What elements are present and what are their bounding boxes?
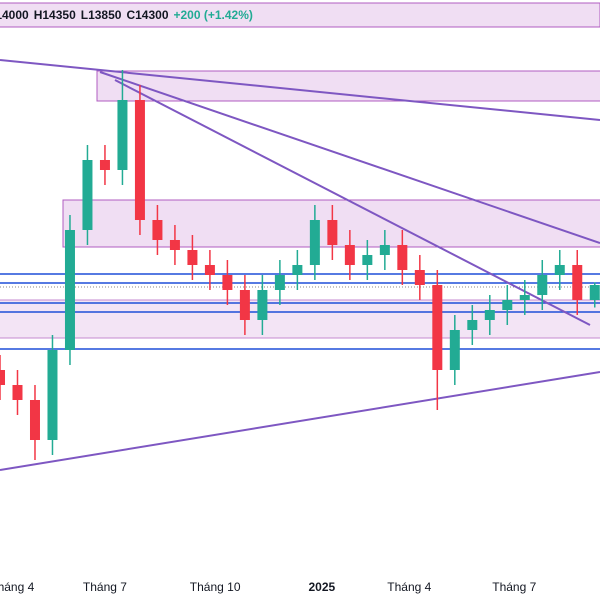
candle-body xyxy=(152,220,163,240)
candle-body xyxy=(117,100,128,170)
candle-body xyxy=(99,160,110,170)
candle-body xyxy=(362,255,373,265)
candle-body xyxy=(64,230,75,350)
candle-body xyxy=(414,270,425,285)
candle-body xyxy=(379,245,390,255)
candle-body xyxy=(537,275,548,295)
candle-body xyxy=(344,245,355,265)
candle-body xyxy=(502,300,513,310)
candles xyxy=(0,70,600,460)
x-tick-label: Tháng 7 xyxy=(83,580,127,594)
candle-body xyxy=(467,320,478,330)
candle-body xyxy=(432,285,443,370)
ohlc-legend: O14000 H14350 L13850 C14300 +200 (+1.42%) xyxy=(0,8,253,22)
candle-body xyxy=(449,330,460,370)
zone xyxy=(96,70,600,102)
candle-body xyxy=(572,265,583,300)
candle-body xyxy=(554,265,565,275)
candle-body xyxy=(82,160,93,230)
x-tick-label: Tháng 10 xyxy=(190,580,241,594)
candle-body xyxy=(12,385,23,400)
candle-body xyxy=(187,250,198,265)
candle-body xyxy=(239,290,250,320)
zone xyxy=(0,2,600,28)
candle-body xyxy=(309,220,320,265)
candle-body xyxy=(0,370,5,385)
candle-body xyxy=(397,245,408,270)
candle-body xyxy=(292,265,303,275)
x-tick-label: Tháng 7 xyxy=(492,580,536,594)
trend-lines xyxy=(0,59,600,471)
legend-item: H14350 xyxy=(34,8,76,22)
candle-body xyxy=(29,400,40,440)
x-tick-label: 2025 xyxy=(309,580,336,594)
candle-body xyxy=(519,295,530,300)
candle-body xyxy=(257,290,268,320)
x-tick-label: Tháng 4 xyxy=(0,580,35,594)
candle-body xyxy=(204,265,215,275)
x-tick-label: Tháng 4 xyxy=(387,580,431,594)
candle-body xyxy=(134,100,145,220)
candle-body xyxy=(274,275,285,290)
legend-item: O14000 xyxy=(0,8,29,22)
legend-item: C14300 xyxy=(126,8,168,22)
candle-body xyxy=(169,240,180,250)
candle-body xyxy=(484,310,495,320)
candle-body xyxy=(589,285,600,300)
zone xyxy=(0,299,600,339)
candle-body xyxy=(47,350,58,440)
candle-body xyxy=(327,220,338,245)
legend-item: L13850 xyxy=(81,8,122,22)
legend-item: +200 (+1.42%) xyxy=(174,8,253,22)
candle-body xyxy=(222,275,233,290)
